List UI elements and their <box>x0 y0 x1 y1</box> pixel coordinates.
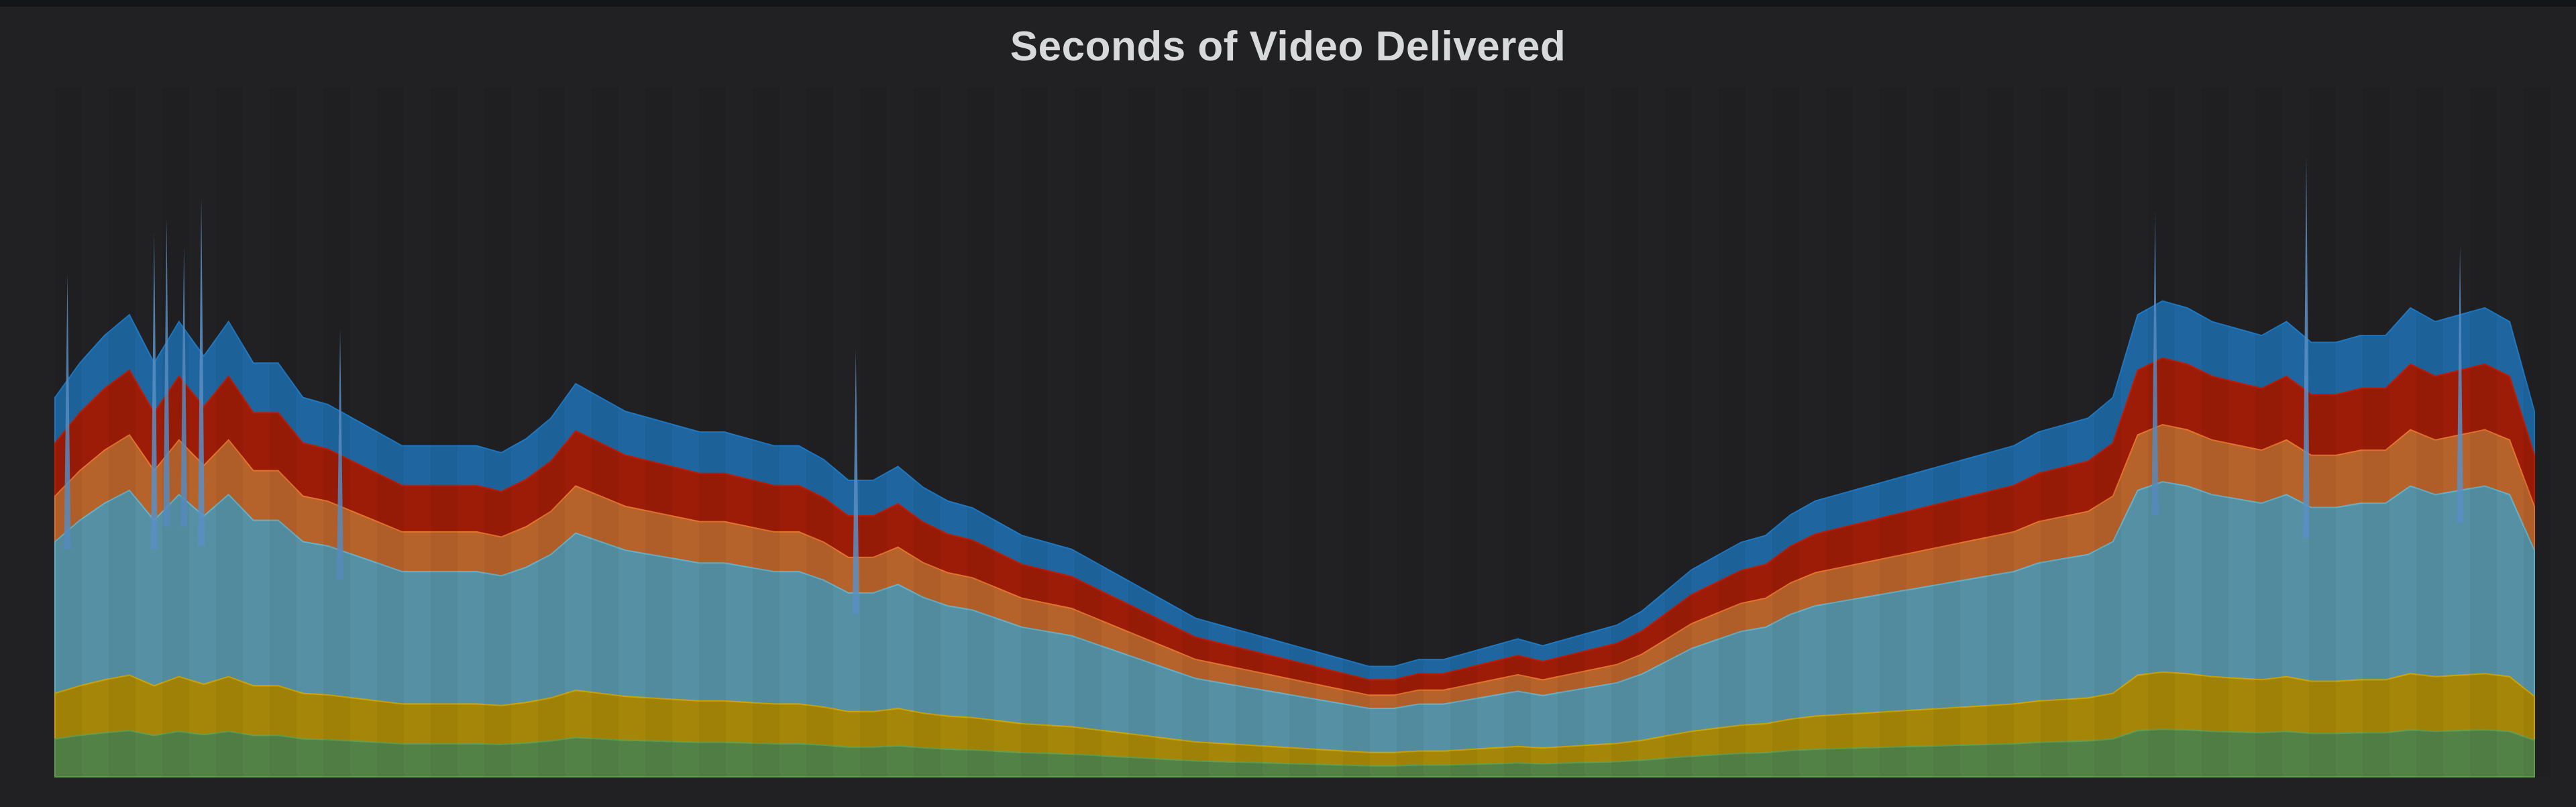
band-stripe <box>1558 87 1585 777</box>
band-stripe <box>1987 87 2014 777</box>
spike-5 <box>337 328 344 580</box>
spike-1 <box>150 231 158 549</box>
band-stripe <box>55 87 82 777</box>
spike-8 <box>2302 156 2310 538</box>
series-spikes <box>64 156 2464 614</box>
band-stripe <box>1021 87 1048 777</box>
series-areas <box>54 300 2535 777</box>
band-stripe <box>1182 87 1209 777</box>
band-stripe <box>2363 87 2390 777</box>
band-stripe <box>1611 87 1638 777</box>
band-stripe <box>1128 87 1155 777</box>
band-stripe <box>1450 87 1477 777</box>
band-stripe <box>109 87 136 777</box>
series-area-0[interactable] <box>54 729 2535 777</box>
band-stripe <box>2202 87 2229 777</box>
band-stripe <box>1719 87 1746 777</box>
band-stripe <box>1504 87 1531 777</box>
band-stripe <box>1933 87 1960 777</box>
spike-3 <box>180 246 188 527</box>
band-stripe <box>967 87 994 777</box>
band-stripe <box>1075 87 1102 777</box>
band-stripe <box>2094 87 2121 777</box>
spike-6 <box>852 349 859 614</box>
spike-4 <box>198 197 205 546</box>
band-stripe <box>1397 87 1424 777</box>
band-stripe <box>2148 87 2175 777</box>
band-stripe <box>592 87 619 777</box>
band-stripe <box>1289 87 1316 777</box>
dashboard-top-strip <box>0 0 2576 7</box>
spike-0 <box>64 273 71 549</box>
panel-title[interactable]: Seconds of Video Delivered <box>1010 23 1566 70</box>
band-stripe <box>323 87 350 777</box>
band-stripe <box>2524 87 2551 777</box>
band-stripe <box>538 87 565 777</box>
band-stripe <box>1236 87 1263 777</box>
band-stripe <box>377 87 404 777</box>
band-stripe <box>753 87 780 777</box>
spike-2 <box>163 218 170 527</box>
band-stripe <box>162 87 189 777</box>
band-stripe <box>645 87 672 777</box>
band-stripe <box>1772 87 1799 777</box>
band-stripe <box>431 87 458 777</box>
band-stripe <box>1343 87 1370 777</box>
band-stripe <box>2309 87 2336 777</box>
spike-7 <box>2151 211 2159 515</box>
band-stripe <box>1665 87 1692 777</box>
spike-9 <box>2457 246 2464 523</box>
band-stripe <box>699 87 726 777</box>
band-stripe <box>2255 87 2282 777</box>
band-stripe <box>2416 87 2443 777</box>
band-stripe <box>1880 87 1907 777</box>
band-stripe <box>216 87 243 777</box>
band-stripe <box>1826 87 1853 777</box>
band-stripe <box>270 87 297 777</box>
band-stripe <box>860 87 887 777</box>
band-stripe <box>806 87 833 777</box>
band-stripe <box>914 87 941 777</box>
band-stripe <box>2041 87 2068 777</box>
band-stripe <box>484 87 511 777</box>
band-stripe <box>2470 87 2497 777</box>
